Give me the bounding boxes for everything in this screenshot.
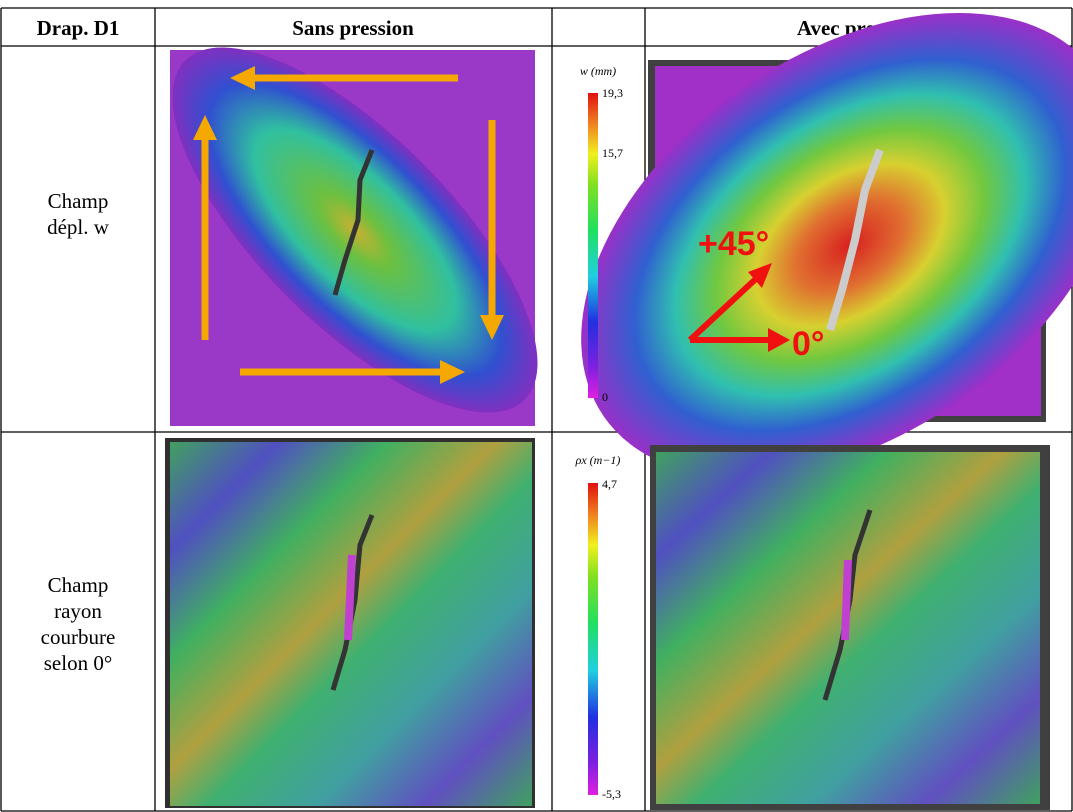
row-label: Champ dépl. w: [47, 189, 110, 239]
colorbar-tick: 4,7: [602, 477, 617, 491]
annotation: +45°: [698, 225, 769, 263]
colorbar-tick: 0: [602, 390, 608, 404]
header-cell: Sans pression: [292, 16, 414, 40]
field-image: [165, 438, 535, 808]
colorbar-title: ρx (m−1): [575, 453, 621, 467]
colorbar: [588, 483, 598, 795]
row-label: Champ rayon courbure selon 0°: [41, 573, 116, 675]
colorbar-tick: 15,7: [602, 146, 623, 160]
colorbar-title: w (mm): [580, 64, 616, 78]
field-image: +45° 0°: [581, 12, 1073, 478]
table-lines: [0, 7, 1073, 812]
header-cell: Drap. D1: [37, 16, 120, 40]
field-image: [650, 445, 1050, 810]
field-image: [170, 47, 538, 426]
colorbar: [588, 93, 598, 398]
annotation: 0°: [792, 325, 825, 363]
colorbar-tick: 19,3: [602, 86, 623, 100]
colorbar-tick: -5,3: [602, 787, 621, 801]
